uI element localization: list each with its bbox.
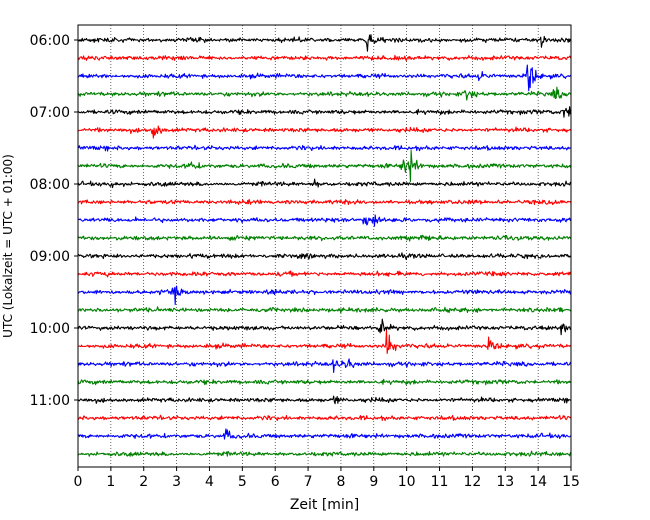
x-tick-label: 6 — [271, 474, 280, 490]
trace-line — [77, 378, 572, 386]
trace-line — [77, 450, 572, 457]
trace-line — [77, 198, 572, 206]
y-tick-label: 07:00 — [30, 105, 70, 121]
trace-line — [77, 395, 572, 405]
y-tick-label: 08:00 — [30, 177, 70, 193]
y-axis-label: UTC (Lokalzeit = UTC + 01:00) — [1, 154, 15, 338]
x-axis-label: Zeit [min] — [290, 497, 359, 513]
trace-line — [77, 125, 572, 139]
traces-layer — [77, 34, 572, 457]
trace-line — [77, 306, 572, 314]
trace-line — [77, 329, 572, 355]
trace-line — [77, 234, 572, 242]
y-tick-label: 11:00 — [30, 393, 70, 409]
trace-line — [77, 178, 572, 189]
ticks-layer: 0 1 2 3 4 5 6 7 8 9 10 11 12 13 14 1506:0007:0008:0009:… — [30, 33, 580, 490]
trace-line — [77, 270, 572, 278]
trace-line — [77, 106, 572, 118]
x-tick-label: 15 — [562, 474, 580, 490]
trace-line — [77, 34, 572, 52]
x-tick-label: 11 — [431, 474, 449, 490]
trace-line — [77, 358, 572, 374]
x-tick-label: 13 — [496, 474, 514, 490]
trace-line — [77, 428, 572, 440]
trace-line — [77, 252, 572, 261]
x-tick-label: 5 — [238, 474, 247, 490]
trace-line — [77, 64, 572, 92]
trace-line — [77, 144, 572, 152]
x-tick-label: 10 — [398, 474, 416, 490]
x-tick-label: 12 — [463, 474, 481, 490]
x-tick-label: 0 — [74, 474, 83, 490]
x-tick-label: 1 — [106, 474, 115, 490]
x-tick-label: 2 — [139, 474, 148, 490]
x-tick-label: 4 — [205, 474, 214, 490]
trace-line — [77, 214, 572, 227]
trace-line — [77, 318, 572, 336]
y-tick-label: 10:00 — [30, 321, 70, 337]
trace-line — [77, 285, 572, 306]
x-tick-label: 7 — [304, 474, 313, 490]
x-tick-label: 8 — [336, 474, 345, 490]
x-tick-label: 3 — [172, 474, 181, 490]
trace-line — [77, 86, 572, 101]
trace-line — [77, 54, 572, 62]
y-tick-label: 06:00 — [30, 33, 70, 49]
plot-frame — [77, 24, 572, 468]
x-tick-label: 14 — [529, 474, 547, 490]
x-tick-label: 9 — [369, 474, 378, 490]
y-tick-label: 09:00 — [30, 249, 70, 265]
trace-line — [77, 149, 572, 183]
trace-line — [77, 414, 572, 422]
